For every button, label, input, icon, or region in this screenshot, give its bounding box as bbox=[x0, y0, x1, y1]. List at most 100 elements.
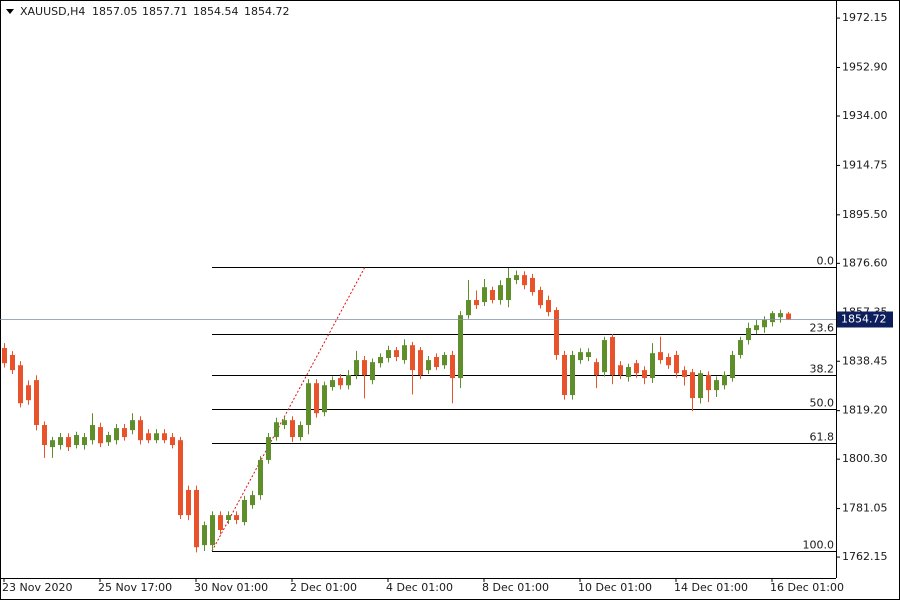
y-tick-label: 1876.60 bbox=[842, 256, 888, 269]
x-tick-label: 25 Nov 17:00 bbox=[98, 581, 172, 594]
header-close: 1854.72 bbox=[244, 5, 290, 18]
candle-body bbox=[554, 310, 559, 355]
candle-body bbox=[634, 363, 639, 374]
candle-body bbox=[250, 495, 255, 506]
candle-body bbox=[186, 489, 191, 516]
candle-body bbox=[114, 428, 119, 441]
candle-body bbox=[290, 420, 295, 438]
y-tick-label: 1838.45 bbox=[842, 354, 888, 367]
candle-body bbox=[98, 427, 103, 444]
candle-body bbox=[498, 285, 503, 301]
candle-body bbox=[570, 354, 575, 396]
x-tick-label: 23 Nov 2020 bbox=[2, 581, 72, 594]
candle-body bbox=[706, 374, 711, 391]
candle-body bbox=[514, 275, 519, 281]
symbol: XAUUSD,H4 bbox=[20, 5, 85, 18]
candle-body bbox=[746, 328, 751, 341]
candle-body bbox=[42, 425, 47, 446]
y-tick-label: 1934.00 bbox=[842, 109, 888, 122]
candle-body bbox=[122, 428, 127, 438]
candle-body bbox=[402, 345, 407, 361]
candle-body bbox=[146, 433, 151, 441]
candle-body bbox=[258, 459, 263, 496]
y-tick-label: 1819.20 bbox=[842, 404, 888, 417]
x-tick-label: 14 Dec 01:00 bbox=[674, 581, 748, 594]
header-high: 1857.71 bbox=[142, 5, 188, 18]
candle-body bbox=[730, 354, 735, 379]
candle-body bbox=[530, 277, 535, 293]
header-low: 1854.54 bbox=[193, 5, 239, 18]
candle-body bbox=[274, 422, 279, 438]
candle-body bbox=[66, 437, 71, 448]
candle-body bbox=[618, 365, 623, 375]
candle-body bbox=[450, 354, 455, 379]
candle-body bbox=[506, 277, 511, 301]
fib-label: 23.6 bbox=[810, 322, 835, 335]
candle-body bbox=[626, 367, 631, 378]
y-tick-label: 1781.05 bbox=[842, 502, 888, 515]
candle-body bbox=[386, 350, 391, 359]
candle-body bbox=[738, 340, 743, 355]
candle-body bbox=[322, 385, 327, 413]
candle-body bbox=[202, 525, 207, 546]
candle-body bbox=[674, 354, 679, 374]
candle-body bbox=[82, 437, 87, 446]
candle-body bbox=[106, 435, 111, 443]
candle-body bbox=[714, 380, 719, 391]
candle-body bbox=[642, 370, 647, 379]
x-tick-label: 16 Dec 01:00 bbox=[770, 581, 844, 594]
candle-body bbox=[650, 353, 655, 379]
candle-body bbox=[154, 433, 159, 441]
candle-body bbox=[474, 300, 479, 306]
candle-body bbox=[2, 348, 7, 364]
candle-body bbox=[586, 352, 591, 358]
candle-body bbox=[482, 287, 487, 303]
candle-body bbox=[266, 437, 271, 460]
candle-body bbox=[466, 300, 471, 316]
candle-body bbox=[394, 350, 399, 358]
candle-body bbox=[10, 354, 15, 371]
candle-body bbox=[522, 275, 527, 286]
candle-body bbox=[26, 385, 31, 401]
candle-body bbox=[314, 383, 319, 414]
candle-body bbox=[546, 300, 551, 313]
candle-body bbox=[282, 420, 287, 426]
candle-body bbox=[74, 435, 79, 446]
candle-body bbox=[594, 362, 599, 375]
candle-body bbox=[786, 313, 791, 320]
candle-body bbox=[210, 515, 215, 546]
candle-body bbox=[442, 354, 447, 366]
candle-body bbox=[162, 433, 167, 441]
y-tick-label: 1972.15 bbox=[842, 11, 888, 24]
candle-body bbox=[18, 365, 23, 404]
candle-body bbox=[778, 313, 783, 318]
candle-body bbox=[378, 357, 383, 364]
candle-body bbox=[194, 489, 199, 548]
x-tick-label: 10 Dec 01:00 bbox=[578, 581, 652, 594]
candle-body bbox=[370, 362, 375, 381]
candle-body bbox=[690, 372, 695, 399]
candle-body bbox=[610, 336, 615, 375]
candle-body bbox=[410, 345, 415, 371]
fib-label: 0.0 bbox=[817, 255, 835, 268]
x-tick-label: 2 Dec 01:00 bbox=[290, 581, 357, 594]
candle-body bbox=[578, 352, 583, 361]
candle-body bbox=[362, 360, 367, 375]
y-tick-label: 1800.30 bbox=[842, 452, 888, 465]
candle-body bbox=[130, 420, 135, 431]
candle-body bbox=[490, 290, 495, 301]
candle-body bbox=[50, 440, 55, 448]
candle-body bbox=[138, 420, 143, 441]
candle-body bbox=[434, 357, 439, 368]
candle-body bbox=[666, 357, 671, 366]
candle-body bbox=[426, 360, 431, 371]
header-open: 1857.05 bbox=[92, 5, 138, 18]
candle-body bbox=[298, 425, 303, 438]
y-tick-label: 1952.90 bbox=[842, 61, 888, 74]
current-price-box bbox=[837, 311, 893, 328]
menu-triangle[interactable] bbox=[6, 9, 14, 14]
candle-body bbox=[698, 373, 703, 399]
candle-body bbox=[234, 515, 239, 520]
